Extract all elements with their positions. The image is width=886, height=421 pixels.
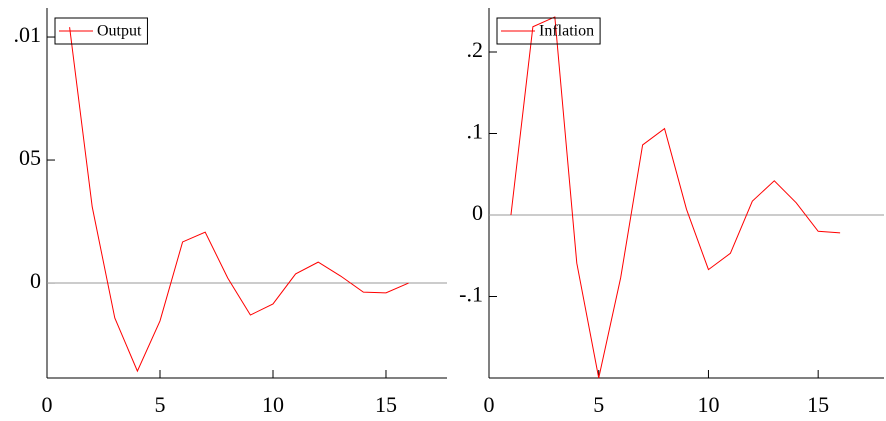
y-tick-label: .01 [14,22,42,47]
series-line [510,16,841,379]
legend-label: Inflation [539,23,594,40]
x-tick-label: 10 [262,392,284,417]
y-tick-label: -.1 [459,282,483,307]
x-tick-label: 5 [593,392,604,417]
x-tick-label: 5 [154,392,165,417]
y-tick-label: 05 [19,145,41,170]
y-tick-label: 0 [30,268,41,293]
series-line [69,27,409,373]
legend-label: Output [97,23,142,40]
y-tick-label: .1 [467,119,484,144]
x-tick-label: 15 [807,392,829,417]
legend-box [496,17,601,45]
y-tick-label: .2 [467,37,484,62]
x-tick-label: 10 [697,392,719,417]
x-tick-label: 0 [42,392,53,417]
x-tick-label: 0 [484,392,495,417]
x-tick-label: 15 [375,392,397,417]
y-tick-label: 0 [472,200,483,225]
legend-box [54,17,148,45]
